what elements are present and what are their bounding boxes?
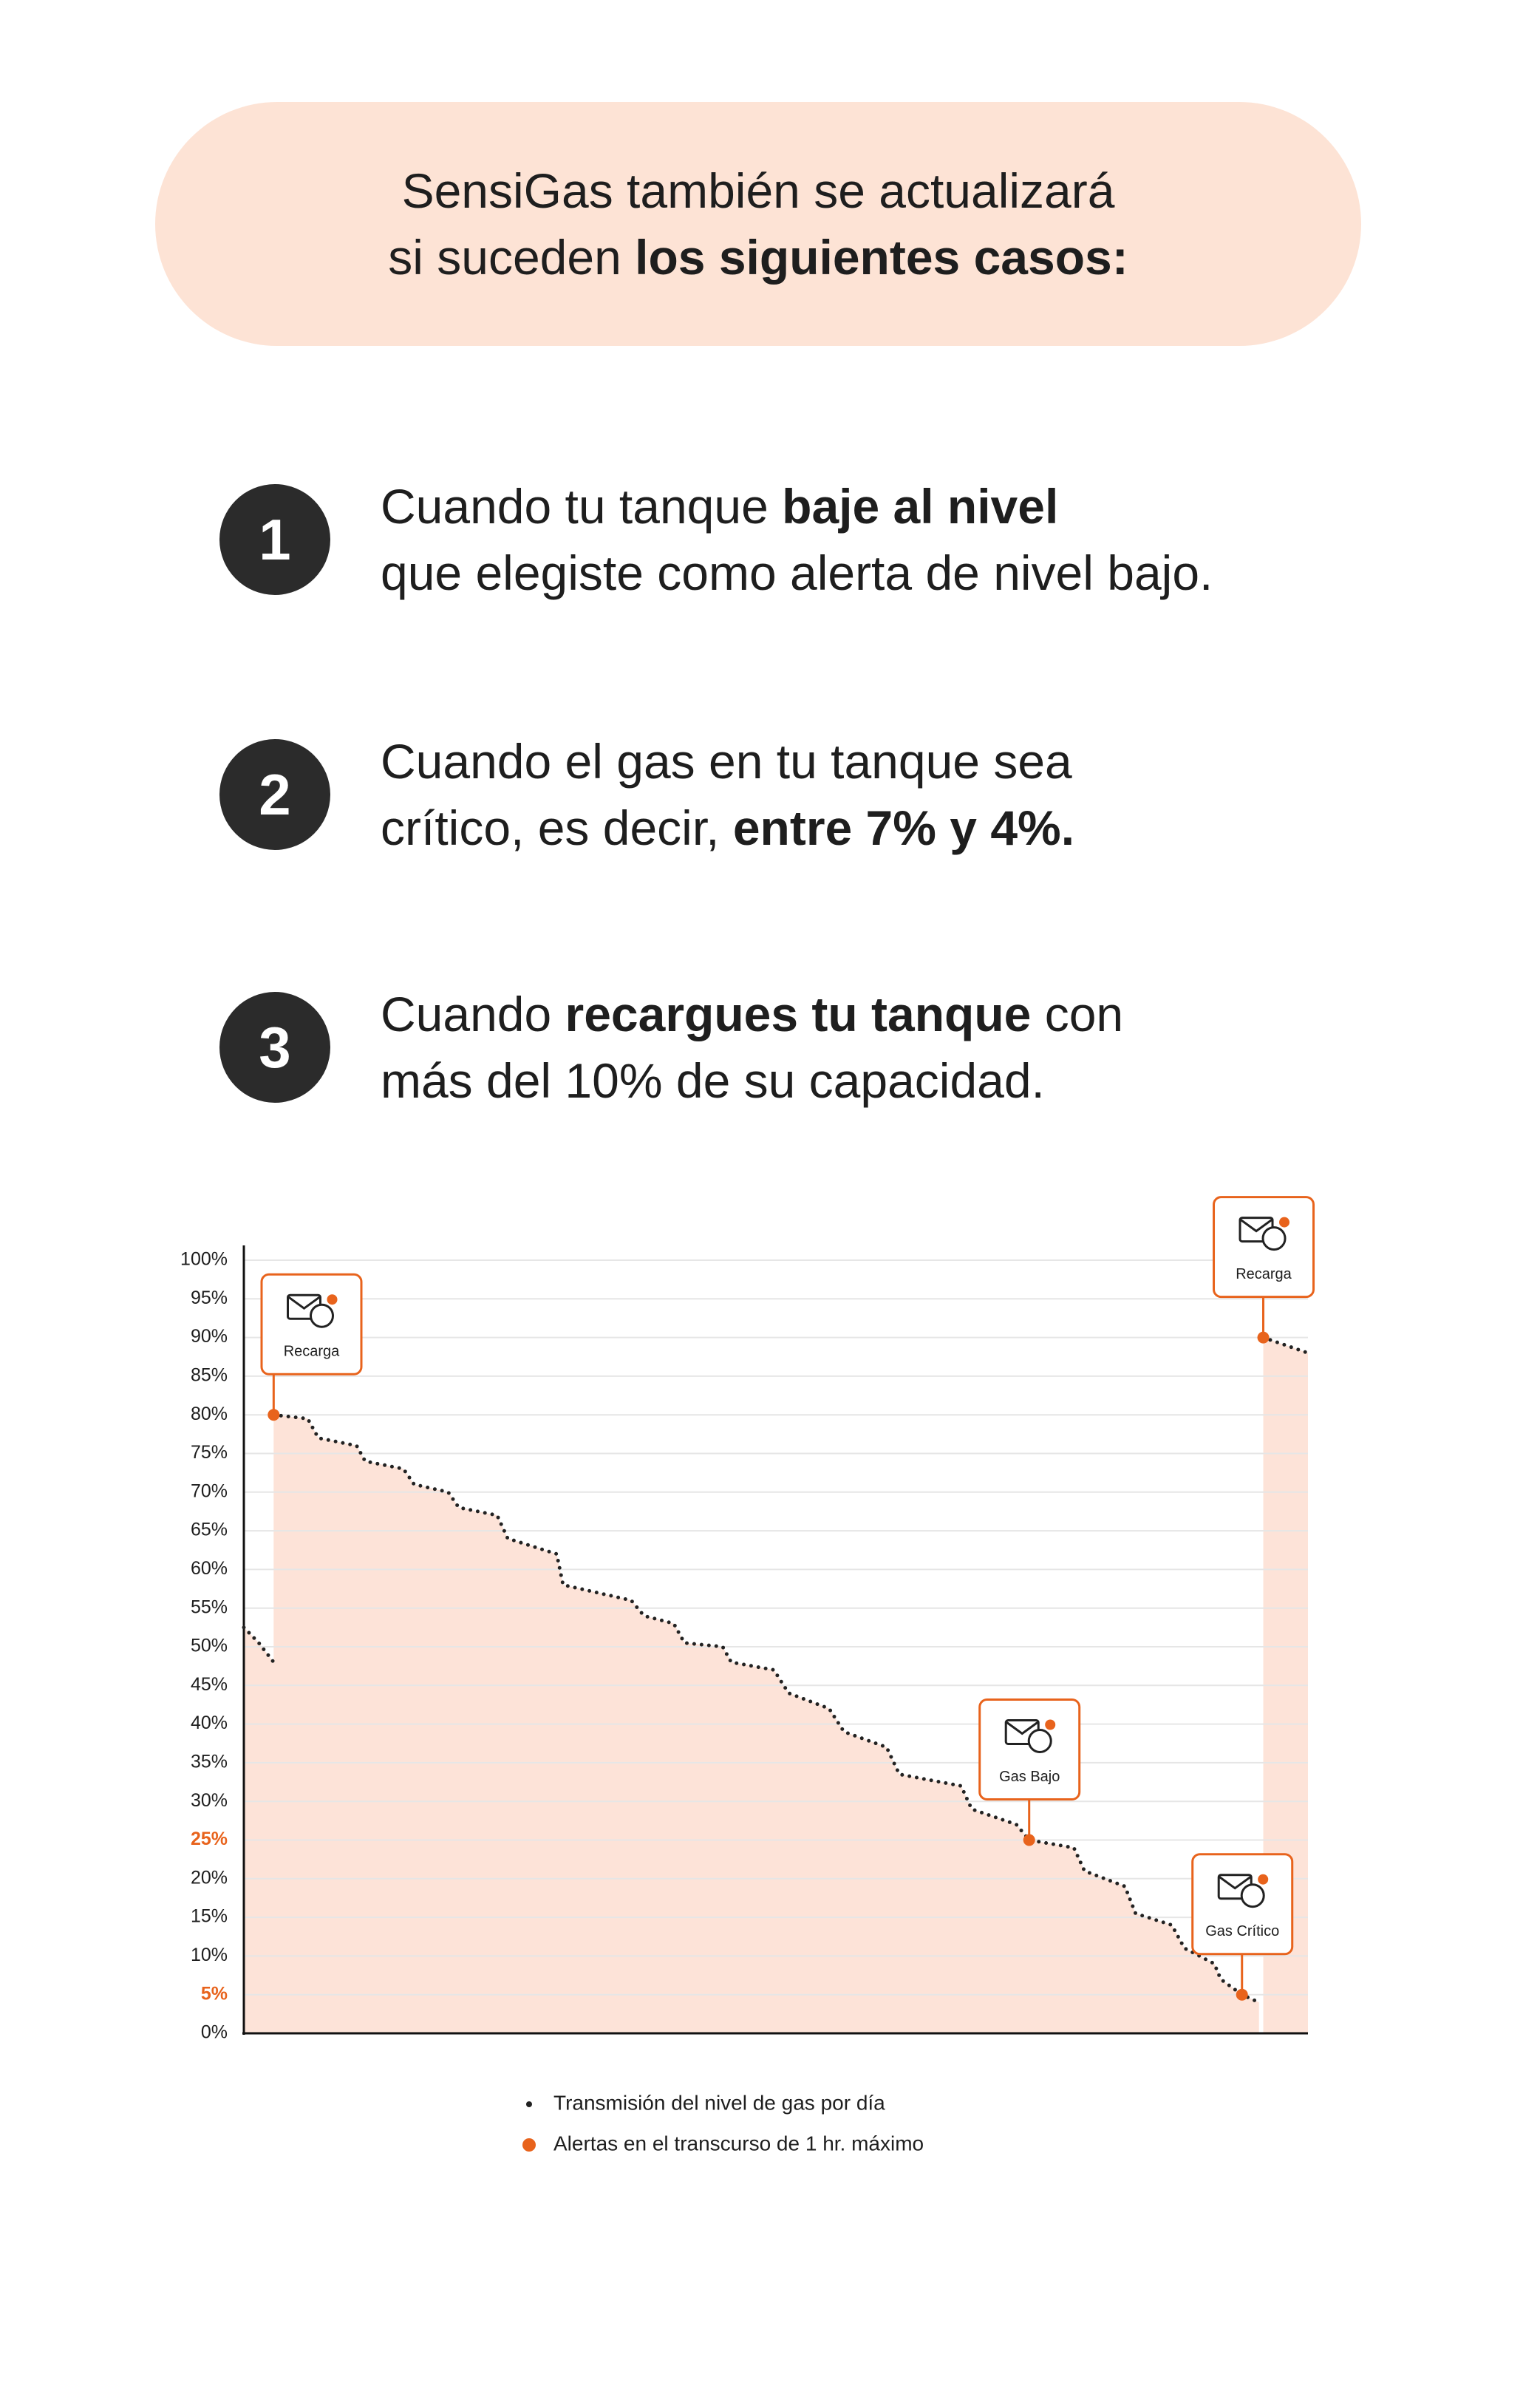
legend-label: Alertas en el transcurso de 1 hr. máximo: [553, 2132, 924, 2155]
y-tick-label: 35%: [191, 1752, 228, 1772]
icon-badge: [327, 1294, 338, 1305]
text-line: que elegiste como alerta de nivel bajo.: [381, 540, 1213, 606]
icon-badge: [1258, 1874, 1269, 1885]
text-segment: recargues tu tanque: [565, 987, 1032, 1041]
text-line: SensiGas también se actualizará: [402, 157, 1115, 224]
text-line: Cuando el gas en tu tanque sea: [381, 728, 1074, 795]
icon-envelope-flap: [1218, 1875, 1253, 1890]
y-tick-label: 80%: [191, 1404, 228, 1424]
y-tick-label: 10%: [191, 1945, 228, 1965]
legend-marker: [526, 2101, 532, 2107]
text-segment: Cuando: [381, 987, 565, 1041]
text-segment: crítico, es decir,: [381, 800, 733, 855]
y-tick-label: 90%: [191, 1326, 228, 1347]
y-tick-label: 5%: [201, 1983, 228, 2004]
case-number: 1: [219, 484, 330, 595]
case-text: Cuando el gas en tu tanque sea crítico, e…: [381, 728, 1074, 861]
text-segment: Cuando el gas en tu tanque sea: [381, 734, 1072, 789]
line: [242, 1336, 1310, 2004]
text-segment: que elegiste como alerta de nivel bajo.: [381, 545, 1213, 600]
icon-envelope-flap: [1239, 1218, 1273, 1233]
icon-chat: [1240, 1883, 1265, 1908]
text-segment: entre 7% y 4%.: [732, 800, 1075, 855]
y-tick-label: 85%: [191, 1365, 228, 1386]
y-tick-label: 25%: [191, 1829, 228, 1849]
text-line: Cuando tu tanque baje al nivel: [381, 473, 1213, 540]
text-line: más del 10% de su capacidad.: [381, 1047, 1123, 1114]
alert-icon: [1004, 1719, 1056, 1753]
icon-chat: [310, 1303, 334, 1328]
y-tick-label: 60%: [191, 1558, 228, 1579]
chart: 0% 5% 10% 15% 20% 25% 30% 35% 40% 45% 50% 55% 60% 65%…: [180, 1196, 1315, 2155]
text-segment: SensiGas también se actualizará: [401, 163, 1115, 218]
case-item: 1 Cuando tu tanque baje al nivel que elegi…: [219, 473, 1513, 606]
y-tick-label: 50%: [191, 1636, 228, 1656]
alert-icon: [287, 1293, 338, 1328]
icon-chat: [1261, 1226, 1287, 1251]
alert-point: [268, 1409, 280, 1421]
y-tick-label: 40%: [191, 1713, 228, 1733]
text-segment: los siguientes casos:: [635, 230, 1128, 285]
case-number: 3: [219, 992, 330, 1103]
text-segment: baje al nivel: [782, 479, 1059, 534]
case-text: Cuando tu tanque baje al nivel que elegis…: [381, 473, 1213, 606]
y-tick-label: 0%: [201, 2022, 228, 2043]
y-tick-label: 15%: [191, 1906, 228, 1927]
y-tick-label: 65%: [191, 1520, 228, 1540]
case-text: Cuando recargues tu tanque con más del 10…: [381, 981, 1123, 1114]
text-line: crítico, es decir, entre 7% y 4%.: [381, 795, 1074, 861]
text-line: Cuando recargues tu tanque con: [381, 981, 1123, 1047]
case-item: 2 Cuando el gas en tu tanque sea crítico, …: [219, 728, 1513, 861]
text-segment: con: [1031, 987, 1124, 1041]
y-tick-label: 55%: [191, 1596, 228, 1617]
y-tick-label: 70%: [191, 1480, 228, 1501]
y-tick-label: 100%: [180, 1249, 228, 1270]
y-tick-label: 20%: [191, 1867, 228, 1888]
text-segment: Cuando tu tanque: [381, 479, 783, 534]
callout-label: Gas Bajo: [999, 1769, 1060, 1785]
text-line: si suceden los siguientes casos:: [388, 224, 1128, 290]
text-segment: si suceden: [388, 230, 636, 285]
case-item: 3 Cuando recargues tu tanque con más del 1…: [219, 981, 1513, 1114]
alert-icon: [1217, 1874, 1269, 1908]
callout-label: Recarga: [1236, 1266, 1292, 1282]
y-tick-label: 75%: [191, 1442, 228, 1463]
y-tick-label: 45%: [191, 1674, 228, 1695]
text-segment: más del 10% de su capacidad.: [381, 1053, 1045, 1108]
icon-envelope-flap: [287, 1295, 321, 1310]
icon-chat: [1027, 1729, 1052, 1753]
callout-label: Recarga: [284, 1343, 340, 1359]
alert-point: [1023, 1834, 1035, 1846]
alert-point: [1257, 1331, 1270, 1344]
icon-badge: [1279, 1217, 1290, 1228]
icon-badge: [1045, 1719, 1056, 1730]
y-tick-label: 95%: [191, 1288, 228, 1308]
y-tick-label: 30%: [191, 1790, 228, 1811]
alert-icon: [1239, 1217, 1290, 1251]
alert-point: [1236, 1988, 1248, 2001]
legend-marker: [522, 2138, 536, 2152]
legend-label: Transmisión del nivel de gas por día: [553, 2091, 885, 2114]
case-number: 2: [219, 739, 330, 850]
header-pill: SensiGas también se actualizará si sucede…: [155, 102, 1361, 346]
icon-envelope-flap: [1005, 1721, 1040, 1735]
callout-label: Gas Crítico: [1205, 1923, 1279, 1939]
